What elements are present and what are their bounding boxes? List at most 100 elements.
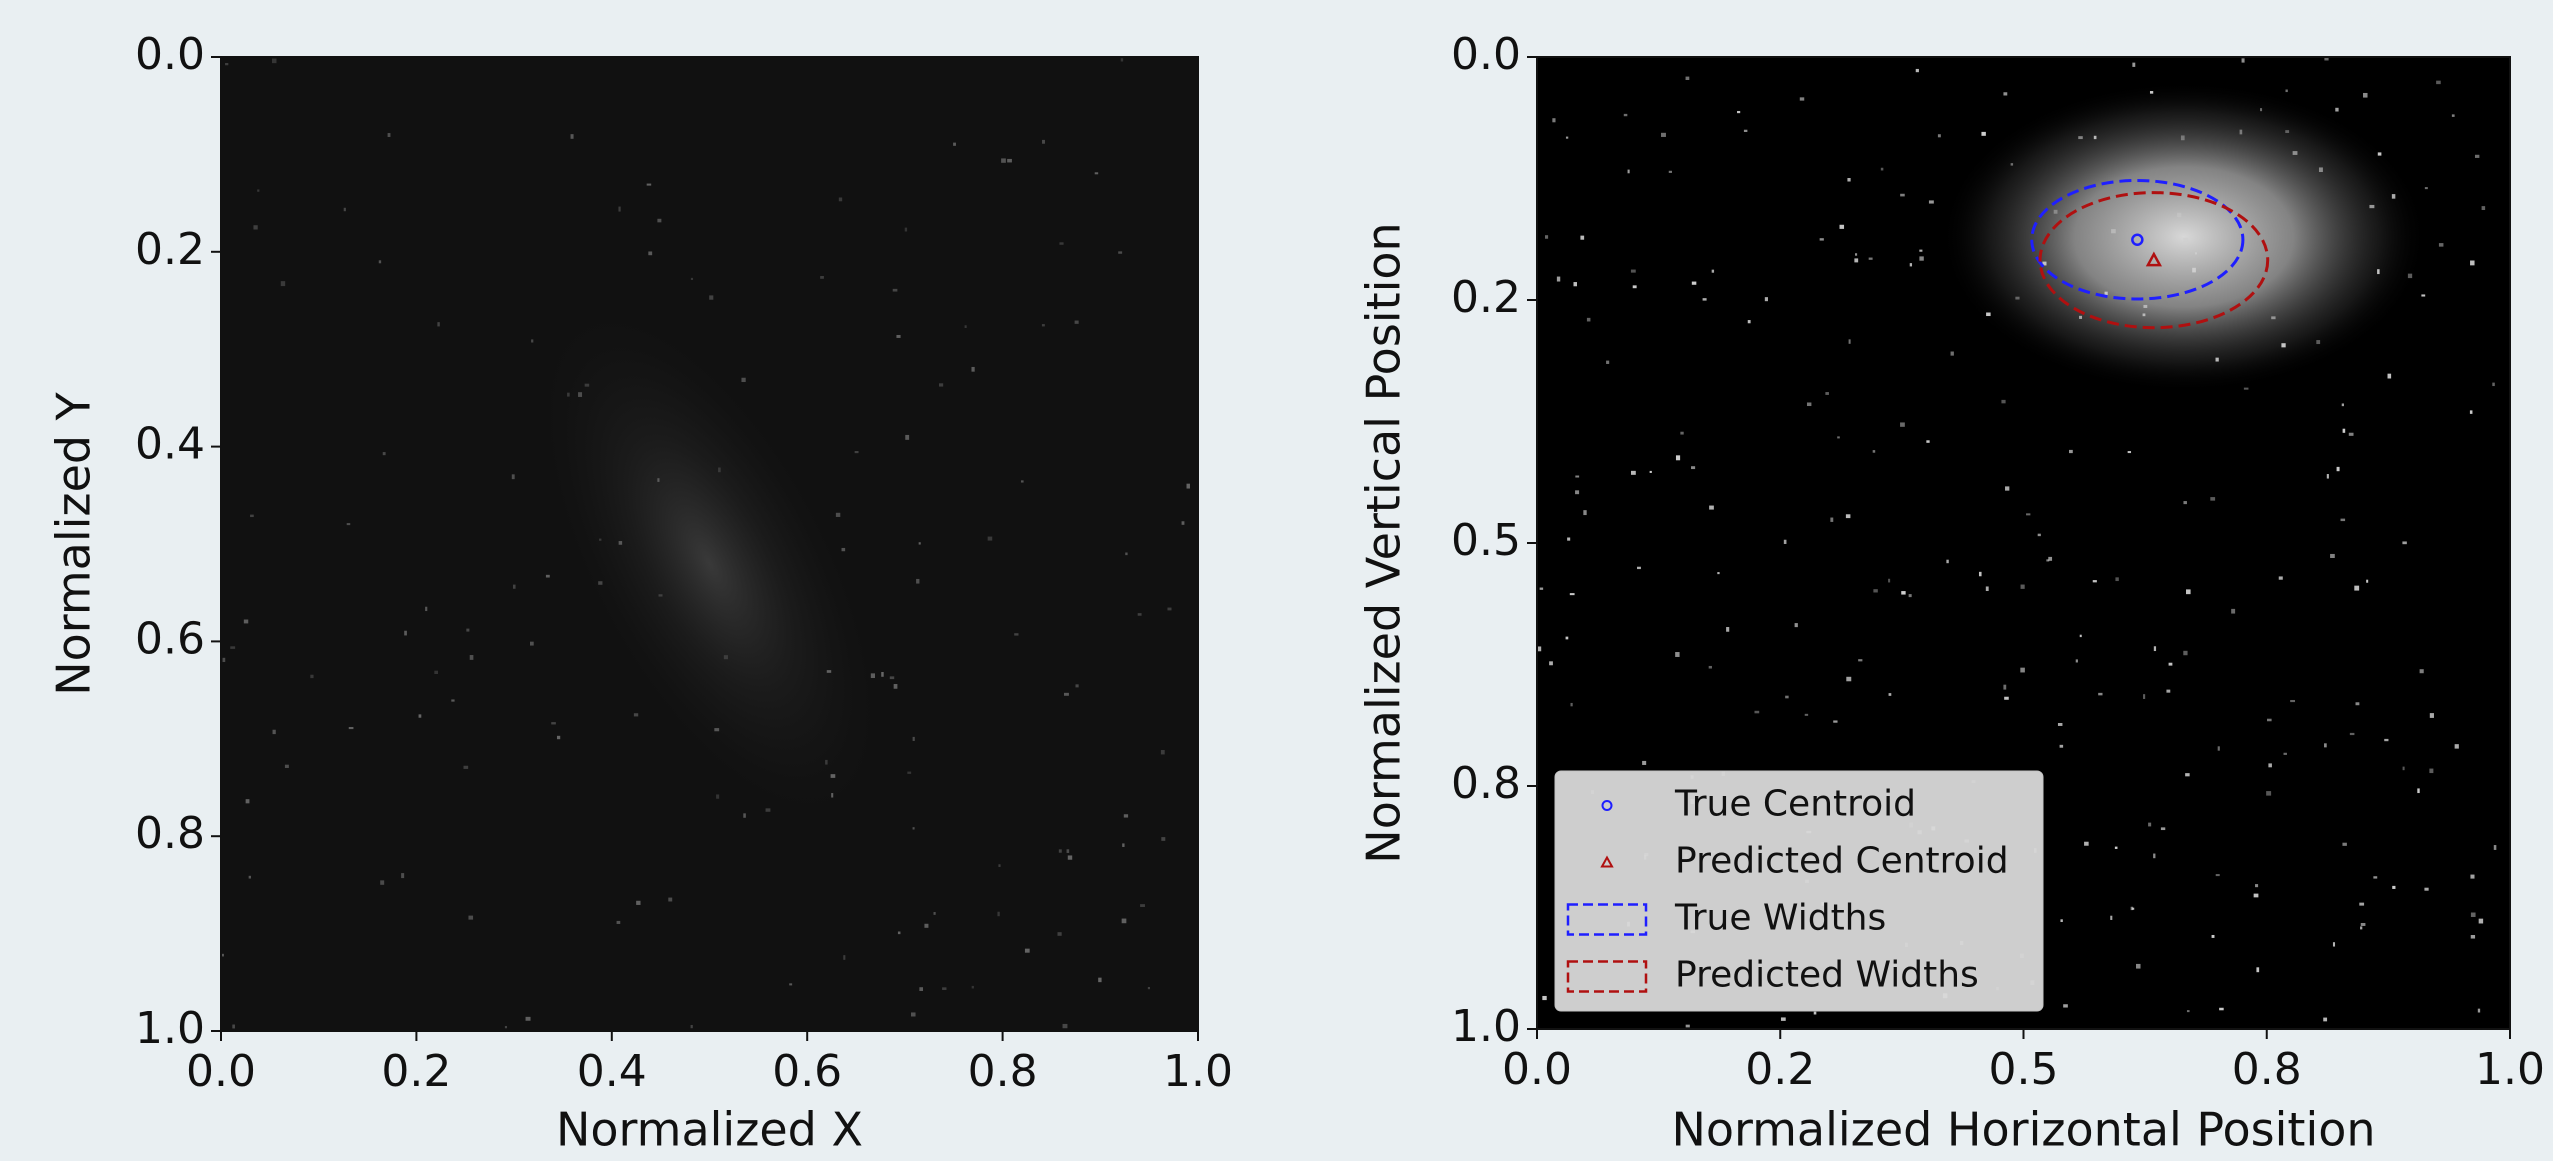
noise-speck [1007,158,1012,163]
noise-speck [892,288,898,292]
noise-speck [2424,187,2428,190]
noise-speck [245,799,250,804]
noise-speck [953,142,956,146]
noise-speck [2046,559,2050,562]
noise-speck [2142,313,2146,317]
noise-speck [284,764,289,768]
noise-speck [2285,89,2288,93]
image-blob [1940,81,2428,393]
noise-speck [2177,212,2182,218]
noise-speck [2470,935,2476,939]
noise-speck [2360,922,2366,926]
noise-speck [2326,474,2329,479]
noise-speck [1986,312,1991,317]
noise-speck [1833,720,1838,723]
noise-speck [1062,1023,1068,1029]
noise-speck [1717,572,1720,575]
noise-speck [2417,788,2420,794]
noise-speck [1565,136,1569,139]
noise-speck [971,366,975,372]
noise-speck [2194,252,2197,255]
noise-speck [2026,513,2031,516]
legend-swatch [1566,960,1648,993]
noise-speck [889,676,895,680]
noise-speck [598,581,603,585]
noise-speck [1606,360,1610,364]
noise-speck [1537,646,1542,652]
noise-speck [1799,97,1805,101]
noise-speck [2355,702,2360,706]
noise-speck [916,578,920,584]
noise-speck [2241,58,2245,63]
noise-speck [2153,646,2157,652]
noise-speck [1928,200,1934,204]
noise-speck [1888,578,1891,583]
noise-speck [2153,853,2156,859]
noise-speck [2180,135,2185,141]
noise-speck [2492,382,2495,387]
noise-speck [578,392,583,397]
noise-speck [1785,695,1789,699]
noise-speck [1556,276,1561,282]
noise-speck [2079,315,2083,319]
noise-speck [896,334,901,338]
noise-speck [2283,752,2287,755]
plot-area [221,57,1198,1031]
noise-speck [404,630,407,636]
noise-speck [2402,766,2405,771]
noise-speck [2369,204,2375,209]
noise-speck [825,759,828,765]
noise-speck [2231,608,2236,614]
noise-speck [1985,586,1989,592]
noise-speck [2377,152,2382,156]
noise-speck [2332,942,2336,947]
noise-speck [1685,1024,1690,1028]
noise-speck [2166,689,2171,693]
noise-speck [2098,692,2103,696]
noise-speck [971,985,974,989]
noise-speck [2336,466,2340,472]
noise-speck [668,897,673,902]
noise-speck [2454,744,2459,749]
noise-speck [658,594,663,597]
noise-speck [2127,451,2132,454]
x-tick-label: 0.6 [772,1046,842,1097]
noise-speck [1181,521,1185,525]
noise-speck [2084,841,2089,846]
noise-speck [843,955,846,960]
noise-speck [531,339,534,343]
y-tick-label: 0.8 [135,808,205,859]
noise-speck [765,808,771,812]
legend-label: True Centroid [1674,784,1916,825]
noise-speck [1058,849,1062,853]
noise-speck [1691,281,1697,285]
noise-speck [2335,107,2339,112]
noise-speck [348,726,354,730]
noise-speck [1075,684,1079,688]
noise-speck [2469,410,2473,414]
noise-speck [1806,402,1812,407]
noise-speck [2271,316,2276,320]
noise-speck [2359,902,2365,906]
noise-speck [1120,58,1124,62]
noise-speck [232,1024,235,1029]
noise-speck [1661,132,1666,137]
noise-speck [893,684,898,689]
noise-speck [690,277,694,280]
noise-speck [723,655,728,660]
noise-speck [2057,722,2063,726]
noise-speck [1542,995,1547,1001]
x-tick-label: 0.8 [2232,1044,2302,1095]
x-axis-label: Normalized X [556,1103,863,1157]
noise-speck [556,735,561,740]
noise-speck [2243,387,2249,390]
noise-speck [1813,1011,1817,1015]
noise-speck [1186,483,1190,489]
noise-speck [1583,510,1587,516]
noise-speck [1575,475,1580,478]
noise-speck [841,547,846,552]
noise-speck [250,514,254,518]
noise-speck [2285,130,2290,133]
noise-speck [1900,193,1905,197]
noise-speck [1880,167,1884,171]
